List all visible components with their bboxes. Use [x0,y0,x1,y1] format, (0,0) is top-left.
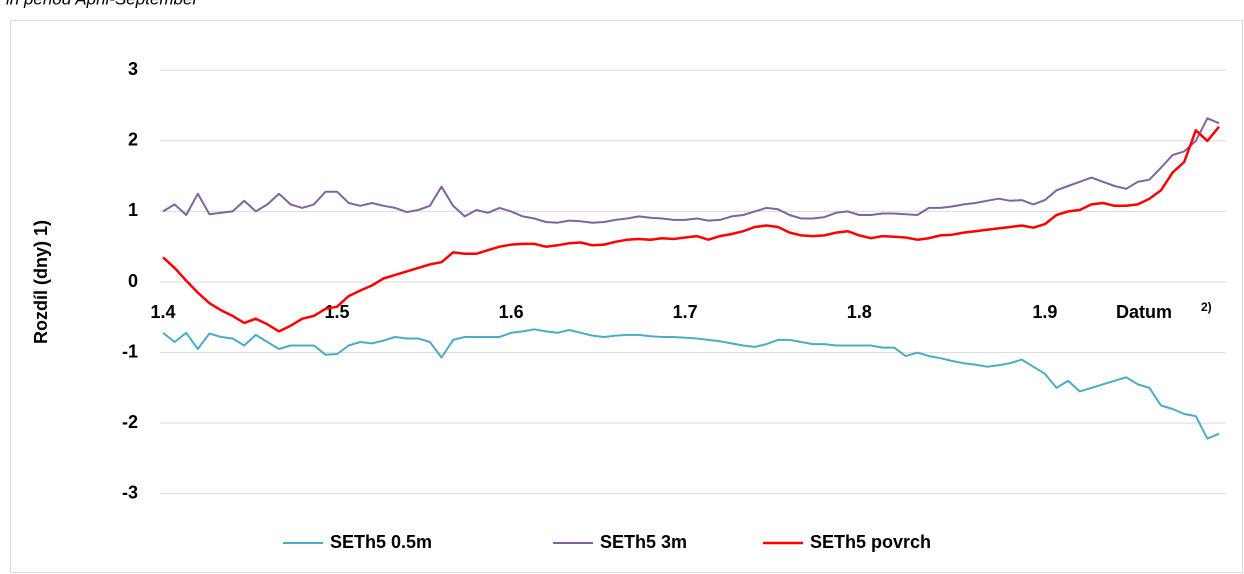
series-line [162,328,1220,440]
x-tick-label: 1.4 [150,302,175,322]
x-tick-label: 1.7 [673,302,698,322]
y-tick-label: 2 [128,130,138,150]
y-tick-label: -1 [122,341,138,361]
legend-label: SETh5 povrch [810,532,931,552]
y-tick-label: 0 [128,271,138,291]
x-axis-label-note: 2) [1201,300,1212,314]
x-tick-label: 1.6 [499,302,524,322]
chart-border [10,20,1243,573]
x-axis-label: Datum [1116,302,1172,322]
y-tick-label: 3 [128,59,138,79]
y-axis-label: Rozdíl (dny) 1) [31,220,51,344]
y-tick-label: -2 [122,412,138,432]
x-tick-label: 1.5 [325,302,350,322]
subtitle: in period April-September [6,0,199,8]
series-line [162,117,1220,224]
legend-label: SETh5 0.5m [330,532,432,552]
y-tick-label: 1 [128,200,138,220]
series-line [162,125,1220,333]
y-tick-label: -3 [122,482,138,502]
x-tick-label: 1.8 [847,302,872,322]
legend-label: SETh5 3m [600,532,687,552]
x-tick-label: 1.9 [1032,302,1057,322]
